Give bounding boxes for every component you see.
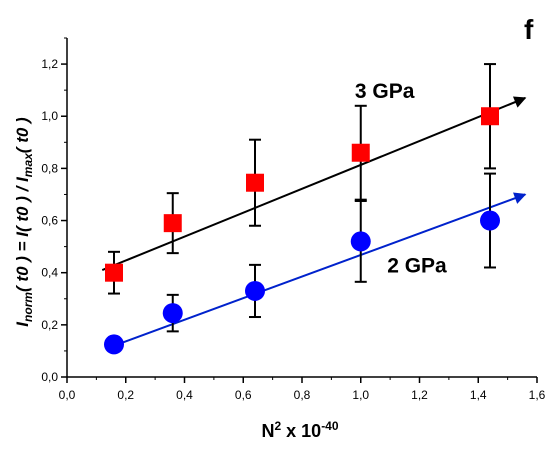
x-tick-label: 0,0	[59, 388, 76, 402]
fit-line	[113, 192, 527, 347]
data-point-square	[163, 214, 182, 233]
data-point-circle	[162, 303, 183, 324]
data-point-square	[246, 173, 264, 192]
y-tick-label: 0,4	[41, 266, 58, 280]
y-tick-label: 0,6	[41, 214, 58, 228]
data-point-circle	[480, 210, 500, 231]
x-tick-label: 1,2	[411, 388, 428, 402]
data-point-circle	[245, 280, 265, 301]
fit-line	[101, 96, 527, 272]
y-tick-label: 1,0	[41, 109, 58, 123]
x-tick-label: 0,4	[176, 388, 193, 402]
y-tick-label: 1,2	[41, 57, 58, 71]
data-point-square	[351, 143, 370, 162]
plot-area: 3 GPa 2 GPa	[101, 63, 527, 355]
x-tick-label: 0,6	[235, 388, 252, 402]
data-point-circle	[350, 231, 371, 252]
data-point-square	[105, 263, 123, 282]
series-annotation: 2 GPa	[387, 255, 447, 278]
x-tick-label: 1,4	[470, 388, 487, 402]
data-point-square	[481, 107, 499, 126]
y-axis-label: Inorm( t0 ) = I( t0 ) / Imax( t0 )	[13, 117, 35, 327]
panel-label: f	[524, 14, 534, 45]
data-point-circle	[104, 334, 124, 355]
x-tick-label: 1,0	[352, 388, 369, 402]
axes: 0,0 0,2 0,4 0,6 0,8 1,0 1,2 1,4 1,6 0,0 0,2 0,4 0,6 0…	[41, 37, 546, 402]
y-tick-label: 0,8	[41, 161, 58, 175]
x-tick-label: 1,6	[529, 388, 546, 402]
x-tick-label: 0,8	[294, 388, 311, 402]
y-tick-label: 0,0	[41, 370, 58, 384]
x-tick-label: 0,2	[117, 388, 134, 402]
y-tick-label: 0,2	[41, 318, 58, 332]
x-axis-label: N2 x 10-40	[261, 419, 338, 441]
series-annotation: 3 GPa	[355, 80, 415, 103]
